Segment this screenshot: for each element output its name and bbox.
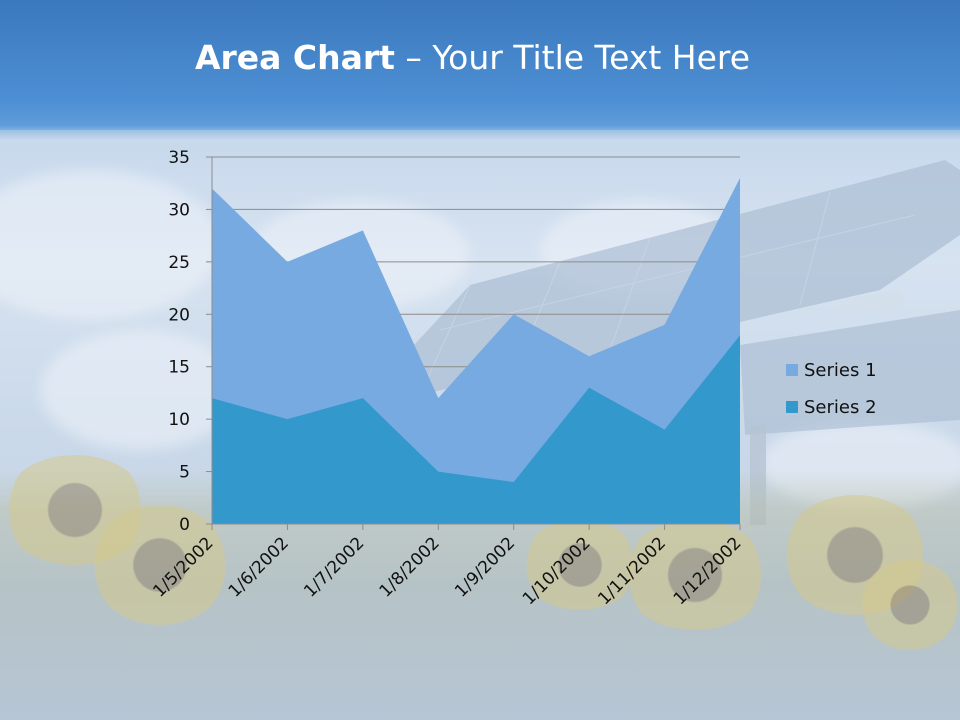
x-tick-label: 1/12/2002 <box>670 533 746 609</box>
x-tick-label: 1/7/2002 <box>300 533 368 601</box>
y-tick-label: 0 <box>179 515 190 535</box>
legend-swatch-1 <box>786 364 798 376</box>
sunflower-shape <box>860 560 960 650</box>
x-tick-label: 1/8/2002 <box>376 533 444 601</box>
slide-title-rest: Your Title Text Here <box>432 38 751 77</box>
series-areas <box>212 177 740 524</box>
x-tick-label: 1/10/2002 <box>519 533 595 609</box>
slide-title: Area Chart – Your Title Text Here <box>0 38 945 77</box>
x-tick-label: 1/9/2002 <box>451 533 519 601</box>
legend-label-2: Series 2 <box>804 397 877 418</box>
sunflower-shape <box>620 520 770 630</box>
y-tick-label: 25 <box>168 253 190 273</box>
y-tick-label: 20 <box>168 305 190 325</box>
y-tick-label: 5 <box>179 463 190 483</box>
slide-title-bold: Area Chart <box>194 38 395 77</box>
x-tick-label: 1/11/2002 <box>594 533 670 609</box>
legend-swatch-2 <box>786 401 798 413</box>
slide-title-dash: – <box>394 38 433 77</box>
cloud-shape <box>0 170 220 320</box>
series-area-2 <box>212 335 740 524</box>
x-tick-label: 1/6/2002 <box>225 533 293 601</box>
y-tick-label: 15 <box>168 358 190 378</box>
y-tick-label: 10 <box>168 410 190 430</box>
sunflower-shape <box>520 520 640 610</box>
cloud-shape <box>40 330 240 450</box>
y-tick-label: 30 <box>168 200 190 220</box>
sunflower-shape <box>90 505 230 625</box>
legend-label-1: Series 1 <box>804 360 877 381</box>
x-tick-label: 1/5/2002 <box>149 533 217 601</box>
legend: Series 1 Series 2 <box>786 360 877 418</box>
y-tick-label: 35 <box>168 148 190 168</box>
